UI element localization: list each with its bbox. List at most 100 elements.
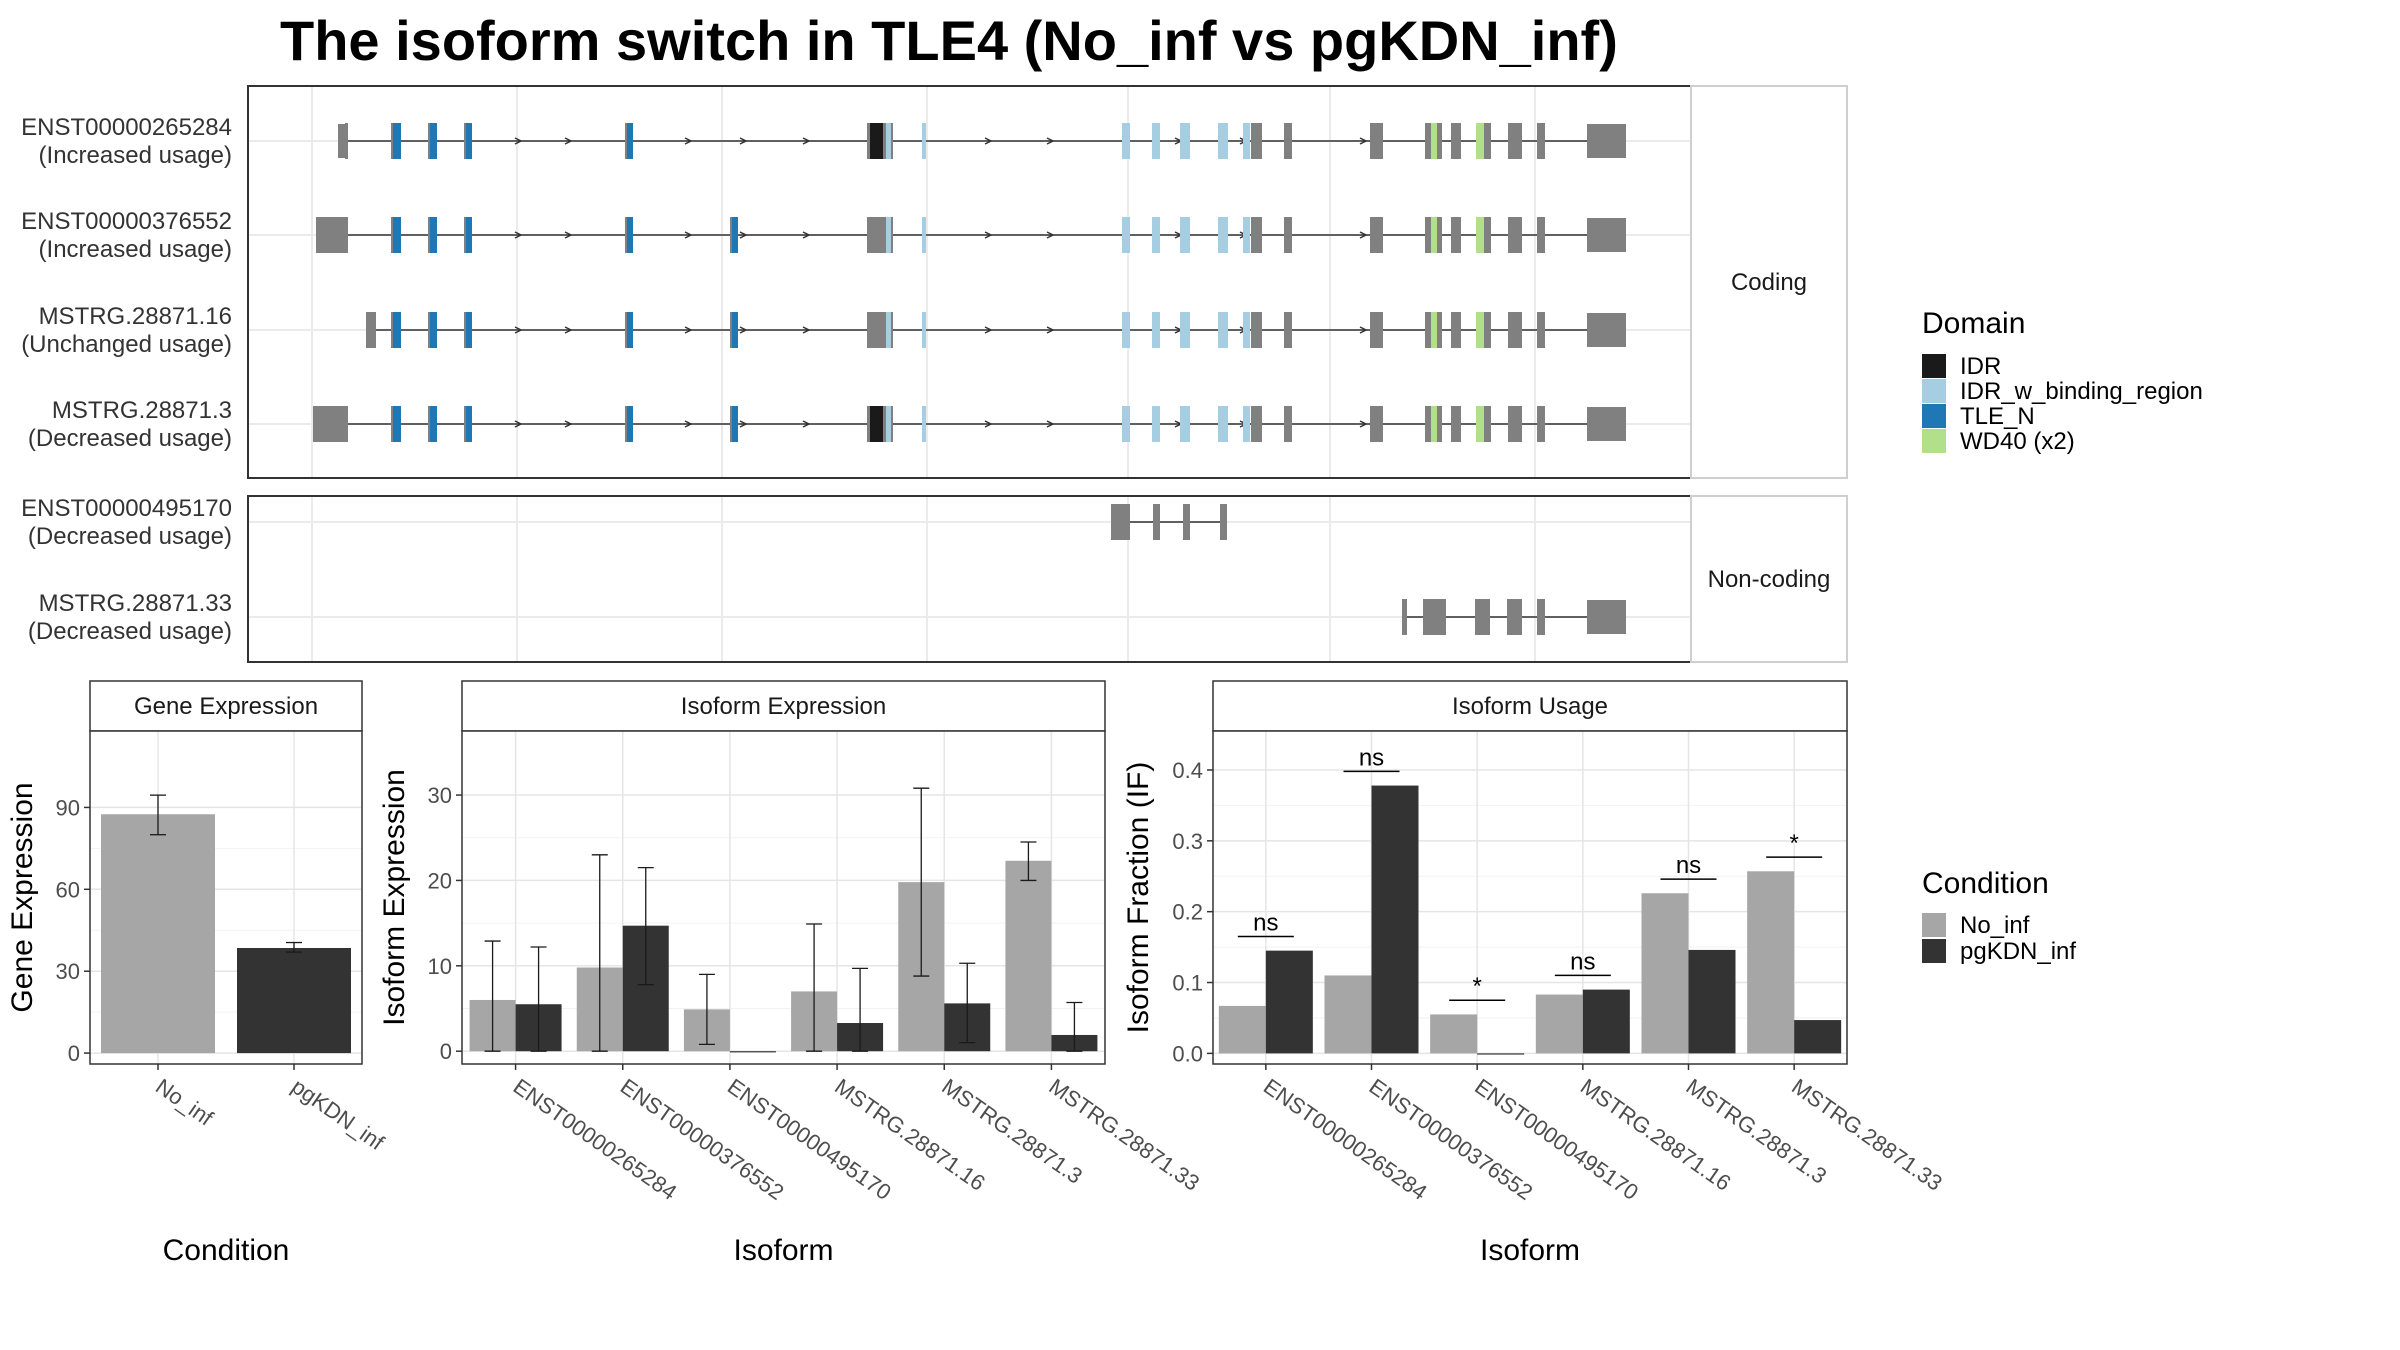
legend-swatch [1922,404,1946,428]
exon-block [1152,217,1160,253]
exon-block [1180,217,1190,253]
exon-block [627,123,633,159]
significance-label: * [1789,830,1798,857]
exon-block [922,312,926,348]
isoform-expression-panel: Isoform Expression0102030ENST00000265284… [378,681,1204,1267]
exon-block [1402,599,1407,635]
exon-block [1152,123,1160,159]
exon-block [1431,217,1437,253]
exon-block [1587,124,1626,158]
x-axis-title: Condition [163,1234,290,1267]
exon-block [627,406,633,442]
exon-block [1425,123,1431,159]
significance-label: ns [1570,948,1595,975]
transcript-id-label: MSTRG.28871.33 [39,590,232,617]
bar [1747,871,1794,1053]
x-tick-label: No_inf [151,1074,218,1131]
exon-block [1243,406,1250,442]
y-tick-label: 30 [428,783,452,808]
bar [1689,950,1736,1053]
transcript-structure-plot: ENST00000265284(Increased usage)ENST0000… [21,86,1847,662]
exon-block [1180,312,1190,348]
exon-block [1251,123,1262,159]
exon-block [1284,312,1292,348]
bar [237,948,351,1053]
exon-block [430,217,437,253]
panel-title: Gene Expression [134,693,318,720]
exon-block [316,217,344,253]
exon-block [627,217,633,253]
exon-block [1370,312,1383,348]
figure: The isoform switch in TLE4 (No_inf vs pg… [0,0,2400,1350]
transcript-usage-label: (Decreased usage) [28,425,232,452]
exon-block [466,123,472,159]
exon-block [1284,217,1292,253]
exon-block [393,312,401,348]
exon-block [393,123,401,159]
exon-block [1251,217,1262,253]
legend-swatch [1922,939,1946,963]
exon-block [1425,217,1431,253]
y-tick-label: 0 [440,1039,452,1064]
exon-block [1122,312,1130,348]
x-tick-label: pgKDN_inf [287,1074,389,1156]
y-axis-title: Gene Expression [6,782,39,1012]
exon-block [430,123,437,159]
legend-swatch [1922,429,1946,453]
legend-label: WD40 (x2) [1960,428,2075,455]
exon-block [886,406,891,442]
exon-block [732,406,738,442]
bar [1642,893,1689,1053]
exon-block [393,406,401,442]
exon-block [1437,217,1442,253]
exon-block [922,406,926,442]
y-tick-label: 0 [68,1041,80,1066]
exon-block [886,312,891,348]
transcript-id-label: MSTRG.28871.16 [39,303,232,330]
exon-block [1251,312,1262,348]
exon-block [1512,599,1522,635]
bar [1372,786,1419,1054]
exon-block [1218,312,1228,348]
legend-label: IDR_w_binding_region [1960,378,2203,405]
significance-label: ns [1676,852,1701,879]
facet-label-noncoding: Non-coding [1708,566,1831,593]
exon-block [1425,312,1431,348]
exon-block [1451,406,1461,442]
exon-block [1183,504,1190,540]
transcript-usage-label: (Decreased usage) [28,523,232,550]
exon-block [1451,123,1461,159]
exon-block [1537,312,1545,348]
bar [1477,1053,1524,1054]
exon-block [922,217,926,253]
legend-label: IDR [1960,353,2001,380]
y-tick-label: 60 [56,877,80,902]
exon-block [922,123,926,159]
exon-block [1218,123,1228,159]
bar [1430,1014,1477,1053]
exon-block [1537,599,1545,635]
exon-block [1218,406,1228,442]
exon-block [1451,217,1461,253]
exon-block [1537,217,1545,253]
y-axis-title: Isoform Fraction (IF) [1122,762,1155,1034]
legend-swatch [1922,354,1946,378]
exon-block [1431,123,1437,159]
exon-block [1431,406,1437,442]
bar [1325,975,1372,1053]
significance-label: * [1472,973,1481,1000]
bar [1583,990,1630,1054]
exon-block [466,217,472,253]
exon-block [393,217,401,253]
transcript-usage-label: (Increased usage) [39,142,232,169]
exon-block [1508,406,1522,442]
exon-block [1587,218,1626,252]
exon-block [1284,123,1292,159]
exon-block [1180,123,1190,159]
gene-expression-panel: Gene Expression0306090No_inf pgKDN_infCon… [6,681,389,1267]
exon-block [1220,504,1227,540]
condition-legend: ConditionNo_infpgKDN_inf [1922,867,2076,965]
legend-label: TLE_N [1960,403,2035,430]
bar [730,1051,776,1052]
x-axis-title: Isoform [1480,1234,1580,1267]
